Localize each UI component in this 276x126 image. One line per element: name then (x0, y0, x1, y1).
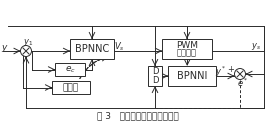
Text: $e_c$: $e_c$ (65, 64, 75, 75)
Text: 控制电路: 控制电路 (177, 49, 197, 57)
Text: +: + (228, 65, 234, 73)
Text: D: D (152, 76, 158, 85)
FancyArrowPatch shape (80, 55, 107, 78)
Bar (162, 39, 212, 59)
Bar (168, 66, 216, 86)
Text: BPNNI: BPNNI (177, 71, 207, 81)
Bar (52, 81, 90, 94)
Bar (148, 66, 162, 86)
Text: $V_s$: $V_s$ (114, 41, 124, 53)
Text: PWM: PWM (176, 41, 198, 50)
Circle shape (20, 45, 31, 56)
Text: 图 3   参数辨识自适应控制框图: 图 3 参数辨识自适应控制框图 (97, 112, 179, 120)
Text: $e^*$: $e^*$ (237, 77, 249, 89)
Text: $y_1$: $y_1$ (23, 38, 33, 49)
Text: BPNNC: BPNNC (75, 44, 109, 54)
Text: D: D (152, 67, 158, 76)
Circle shape (235, 69, 245, 80)
Text: $y$: $y$ (1, 42, 9, 54)
Text: $y^*$: $y^*$ (215, 65, 227, 79)
Text: $y_s$: $y_s$ (251, 41, 261, 53)
Bar (55, 63, 85, 76)
Text: 梯度法: 梯度法 (63, 83, 79, 92)
Bar (70, 39, 114, 59)
